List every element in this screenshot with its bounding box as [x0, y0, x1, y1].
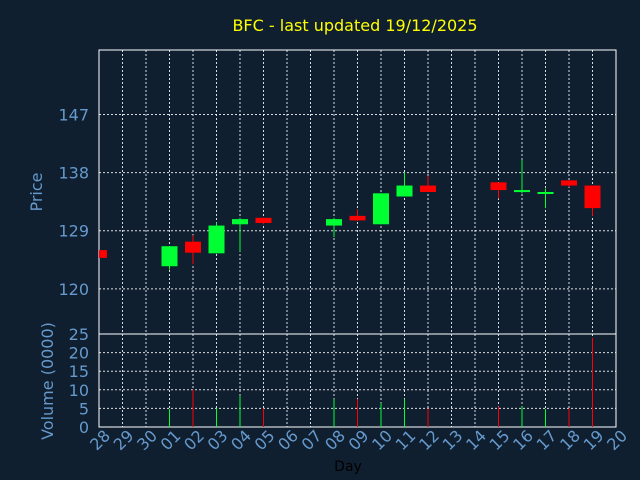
price-y-tick-label: 120: [58, 280, 89, 299]
chart-title: BFC - last updated 19/12/2025: [232, 16, 477, 35]
volume-y-axis-label: Volume (0000): [38, 322, 57, 440]
candle-body: [208, 225, 225, 254]
candle-body: [99, 250, 107, 258]
candle-body: [396, 185, 413, 197]
candle-body: [584, 185, 601, 209]
volume-y-tick-label: 5: [79, 399, 89, 418]
price-y-tick-label: 147: [58, 106, 89, 125]
candle-body: [373, 193, 389, 225]
candle-body: [490, 182, 507, 191]
price-y-tick-label: 129: [58, 222, 89, 241]
volume-y-tick-label: 0: [79, 418, 89, 437]
x-ticks: 2829300102030405060708091011121314151617…: [86, 426, 631, 454]
volume-bars: [169, 337, 593, 427]
candle-body: [255, 217, 272, 223]
candle-body: [514, 190, 530, 193]
price-y-tick-label: 138: [58, 164, 89, 183]
candle-body: [161, 246, 178, 267]
price-y-axis-label: Price: [27, 172, 46, 211]
price-panel: 120 129 138 147 Price: [27, 49, 617, 335]
price-y-ticks: 120 129 138 147: [58, 106, 89, 299]
candle-body: [326, 219, 342, 226]
volume-y-tick-label: 20: [69, 344, 89, 363]
volume-y-tick-label: 25: [69, 325, 89, 344]
x-axis-label: Day: [334, 459, 362, 475]
volume-y-tick-label: 15: [69, 362, 89, 381]
candle-body: [232, 219, 248, 225]
candles: [99, 159, 601, 270]
candle-body: [420, 185, 436, 192]
candle-body: [561, 180, 577, 186]
candle-body: [537, 192, 554, 194]
candle-body: [349, 215, 366, 221]
candle-body: [185, 241, 201, 253]
volume-y-tick-label: 10: [69, 381, 89, 400]
